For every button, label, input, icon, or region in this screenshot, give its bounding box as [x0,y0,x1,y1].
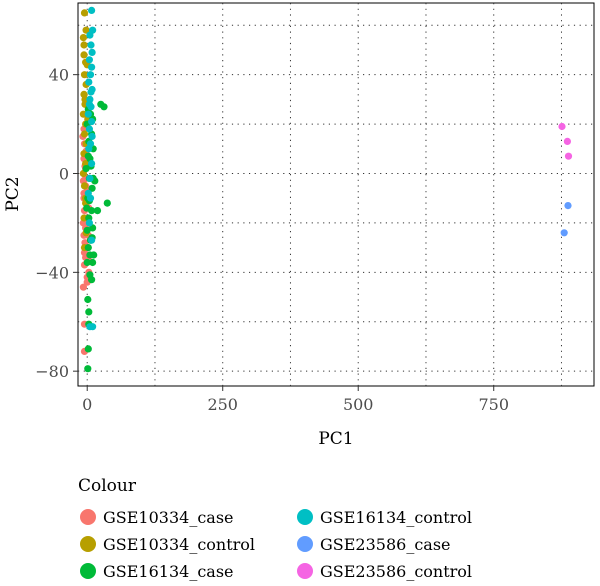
x-tick-label: 250 [207,395,238,414]
x-axis-ticks: 0 250 500 750 [82,386,509,414]
data-point [88,160,96,168]
data-point [84,365,92,373]
data-point [80,41,88,49]
legend-label: GSE10334_control [103,535,255,554]
data-point [85,145,93,153]
data-point [564,202,572,210]
data-point [103,199,111,207]
data-point [85,219,93,227]
data-point [93,207,102,215]
data-point [88,48,96,57]
data-point [80,130,89,138]
data-point [80,71,89,79]
data-point [88,276,96,284]
data-point [88,118,96,126]
data-point [89,323,97,331]
legend-label: GSE10334_case [103,508,234,527]
data-point [83,226,91,234]
legend-key [80,509,96,525]
data-point [564,152,573,160]
data-point [558,122,566,131]
data-point [86,71,95,79]
data-point [84,110,92,118]
data-point [85,78,93,86]
x-tick-label: 750 [478,395,509,414]
legend-key [297,563,313,579]
legend-key [80,536,96,552]
data-point [83,204,91,212]
data-point [84,295,92,304]
data-point [88,184,96,192]
legend-item: GSE23586_case [297,535,451,554]
y-axis-ticks: −80 −40 0 40 [35,66,78,381]
data-point [88,132,96,140]
data-point [84,189,92,197]
data-point [87,41,95,49]
data-point [88,236,96,244]
data-point [563,137,572,145]
legend-item: GSE10334_control [80,535,255,554]
data-point [85,56,93,64]
series-GSE16134_control [84,6,97,331]
data-point [88,63,96,71]
x-axis-title: PC1 [318,429,353,449]
data-point [79,34,87,42]
data-point [85,308,93,316]
data-point [97,100,105,108]
x-tick-label: 500 [343,395,374,414]
data-point [90,251,98,259]
data-point [79,283,87,291]
data-point [85,100,93,108]
legend-item: GSE10334_case [80,508,234,527]
legend-label: GSE16134_case [103,562,234,581]
legend-key [80,563,96,579]
data-point [82,26,90,34]
y-tick-label: 0 [59,164,69,183]
data-points [79,6,573,373]
y-tick-label: −40 [35,263,69,282]
series-GSE23586_control [558,122,573,160]
legend-item: GSE16134_control [297,508,472,527]
data-point [88,6,96,14]
y-tick-label: −80 [35,362,69,381]
data-point [86,31,94,39]
legend-key [297,536,313,552]
legend-label: GSE23586_control [320,562,472,581]
legend-label: GSE23586_case [320,535,451,554]
legend: GSE10334_case GSE10334_control GSE16134_ca… [80,508,472,581]
data-point [85,125,93,133]
legend-key [297,509,313,525]
series-GSE23586_case [560,202,572,237]
y-axis-title: PC2 [3,176,23,211]
data-point [89,258,97,267]
data-point [84,345,92,353]
legend-item: GSE23586_control [297,562,472,581]
legend-title: Colour [78,476,137,496]
data-point [80,9,89,17]
legend-label: GSE16134_control [320,508,472,527]
data-point [560,229,568,237]
data-point [80,249,89,257]
data-point [87,88,95,96]
data-point [84,244,92,252]
data-point [80,51,88,59]
legend-item: GSE16134_case [80,562,234,581]
data-point [83,258,91,267]
y-tick-label: 40 [49,66,69,85]
x-tick-label: 0 [82,395,92,414]
data-point [86,174,94,182]
data-point [80,182,89,190]
